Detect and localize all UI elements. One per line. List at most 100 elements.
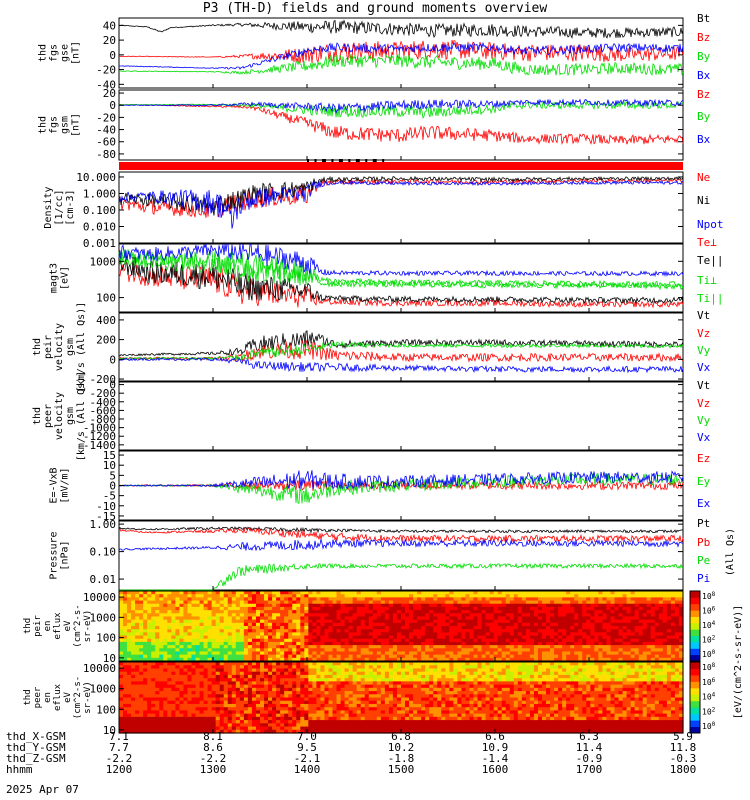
spectrogram-cell [618, 645, 624, 649]
spectrogram-cell [151, 600, 156, 605]
spectrogram-cell [638, 629, 644, 633]
spectrogram-cell [296, 638, 301, 643]
spectrogram-cell [175, 622, 181, 627]
spectrogram-cell [219, 665, 225, 670]
spectrogram-cell [372, 703, 378, 708]
spectrogram-cell [473, 622, 479, 627]
spectrogram-cell [376, 645, 382, 649]
spectrogram-cell [413, 603, 418, 608]
spectrogram-cell [533, 613, 539, 618]
spectrogram-cell [405, 619, 410, 624]
spectrogram-cell [264, 591, 269, 595]
spectrogram-cell [481, 610, 487, 614]
spectrogram-cell [268, 606, 273, 611]
spectrogram-cell [163, 668, 168, 673]
spectrogram-cell [151, 700, 156, 705]
spectrogram-cell [437, 600, 442, 605]
spectrogram-cell [558, 645, 563, 649]
spectrogram-cell [602, 657, 608, 662]
y-axis-label: gsm [60, 116, 71, 134]
spectrogram-cell [167, 651, 172, 656]
spectrogram-cell [674, 622, 680, 627]
spectrogram-cell [199, 629, 205, 633]
spectrogram-cell [380, 674, 386, 679]
spectrogram-cell [264, 681, 269, 686]
spectrogram-cell [513, 632, 519, 637]
spectrogram-cell [372, 729, 378, 734]
spectrogram-cell [284, 691, 289, 695]
spectrogram-cell [372, 603, 378, 608]
spectrogram-cell [247, 626, 253, 630]
spectrogram-cell [634, 600, 640, 605]
spectrogram-cell [231, 716, 237, 721]
spectrogram-cell [489, 600, 495, 605]
spectrogram-cell [163, 635, 168, 640]
spectrogram-cell [497, 645, 503, 649]
spectrogram-cell [445, 613, 450, 618]
spectrogram-cell [368, 723, 374, 728]
spectrogram-cell [638, 635, 644, 640]
spectrogram-cell [227, 635, 233, 640]
spectrogram-cell [292, 626, 297, 630]
spectrogram-cell [630, 645, 636, 649]
spectrogram-cell [356, 671, 362, 676]
spectrogram-cell [239, 716, 245, 721]
spectrogram-cell [578, 591, 583, 595]
spectrogram-cell [606, 600, 612, 605]
spectrogram-cell [292, 662, 297, 666]
spectrogram-cell [626, 619, 632, 624]
spectrogram-cell [316, 657, 322, 662]
spectrogram-cell [513, 641, 519, 646]
spectrogram-cell [368, 622, 374, 627]
spectrogram-cell [388, 594, 394, 598]
spectrogram-cell [139, 641, 144, 646]
spectrogram-cell [191, 671, 197, 676]
spectrogram-cell [332, 703, 338, 708]
spectrogram-cell [364, 654, 370, 659]
spectrogram-cell [421, 619, 426, 624]
spectrogram-cell [239, 665, 245, 670]
spectrogram-cell [123, 710, 128, 715]
spectrogram-cell [364, 694, 370, 699]
spectrogram-cell [203, 622, 209, 627]
spectrogram-cell [646, 648, 652, 653]
spectrogram-cell [529, 600, 535, 605]
spectrogram-cell [139, 697, 144, 702]
spectrogram-cell [300, 668, 305, 673]
spectrogram-cell [328, 616, 334, 621]
spectrogram-cell [453, 638, 458, 643]
spectrogram-cell [159, 723, 164, 728]
spectrogram-cell [159, 600, 164, 605]
spectrogram-cell [296, 665, 301, 670]
spectrogram-cell [203, 691, 209, 695]
spectrogram-cell [372, 626, 378, 630]
spectrogram-cell [328, 681, 334, 686]
spectrogram-cell [646, 638, 652, 643]
spectrogram-cell [159, 635, 164, 640]
series-peir_velocity-vy [118, 340, 684, 361]
spectrogram-cell [320, 606, 326, 611]
spectrogram-cell [268, 603, 273, 608]
spectrogram-cell [384, 619, 390, 624]
spectrogram-cell [243, 720, 249, 724]
spectrogram-cell [392, 674, 398, 679]
spectrogram-cell [203, 651, 209, 656]
spectrogram-cell [360, 710, 366, 715]
status-bar [119, 162, 683, 170]
spectrogram-cell [195, 603, 201, 608]
spectrogram-cell [384, 665, 390, 670]
spectrogram-cell [155, 687, 160, 692]
spectrogram-cell [409, 697, 414, 702]
spectrogram-cell [215, 600, 221, 605]
spectrogram-cell [405, 662, 410, 666]
spectrogram-cell [235, 635, 241, 640]
spectrogram-cell [457, 641, 463, 646]
spectrogram-cell [316, 613, 322, 618]
spectrogram-cell [247, 703, 253, 708]
spectrogram-cell [413, 697, 418, 702]
spectrogram-cell [409, 723, 414, 728]
spectrogram-cell [135, 729, 140, 734]
spectrogram-cell [284, 668, 289, 673]
spectrogram-cell [207, 726, 213, 731]
spectrogram-cell [517, 616, 523, 621]
